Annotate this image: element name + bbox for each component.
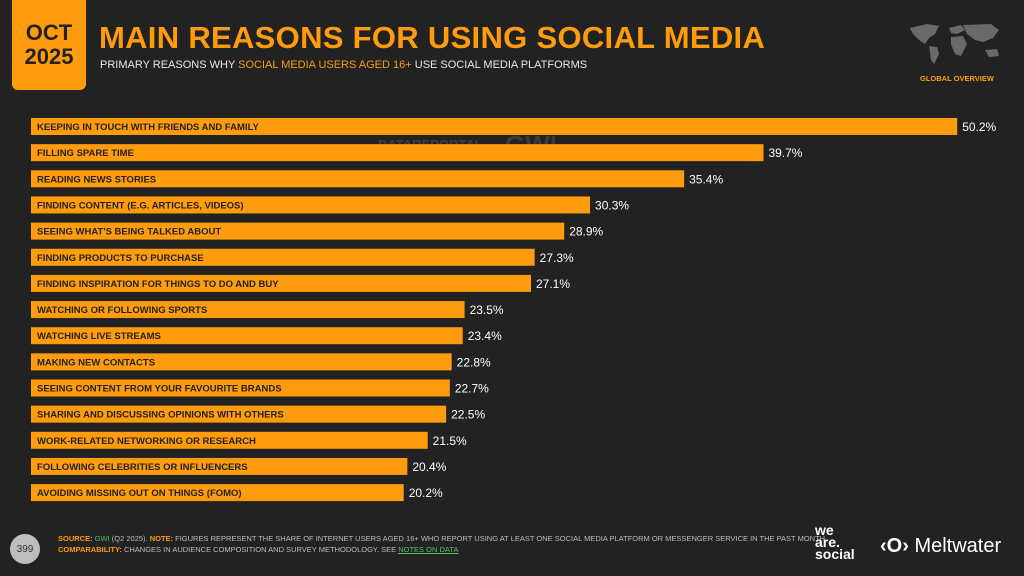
- meltwater-text: Meltwater: [914, 535, 1002, 557]
- bar: [31, 457, 408, 475]
- category-label: KEEPING IN TOUCH WITH FRIENDS AND FAMILY: [37, 122, 260, 133]
- value-label: 22.8%: [457, 355, 491, 369]
- bar: [31, 379, 450, 397]
- bar: [31, 248, 535, 266]
- category-label: WATCHING LIVE STREAMS: [37, 331, 161, 342]
- category-label: FINDING PRODUCTS TO PURCHASE: [37, 253, 204, 264]
- value-label: 20.2%: [409, 486, 443, 500]
- value-label: 28.9%: [569, 225, 603, 239]
- notes-on-data-link[interactable]: NOTES ON DATA: [398, 545, 459, 554]
- subtitle-highlight: SOCIAL MEDIA USERS AGED 16+: [238, 59, 412, 71]
- bar: [31, 170, 685, 188]
- category-label: READING NEWS STORIES: [37, 174, 156, 185]
- bar: [31, 353, 452, 371]
- value-label: 39.7%: [768, 146, 802, 160]
- value-label: 30.3%: [595, 198, 629, 212]
- category-label: WATCHING OR FOLLOWING SPORTS: [37, 305, 207, 316]
- value-label: 21.5%: [433, 434, 467, 448]
- value-label: 27.1%: [536, 277, 570, 291]
- source-name: GWI: [94, 534, 110, 543]
- category-label: MAKING NEW CONTACTS: [37, 357, 155, 368]
- subtitle-text: PRIMARY REASONS WHY: [100, 59, 239, 71]
- page-title: MAIN REASONS FOR USING SOCIAL MEDIA: [99, 20, 766, 55]
- bar: [31, 405, 447, 423]
- note-label: NOTE:: [149, 534, 174, 543]
- date-badge: OCT 2025: [12, 0, 86, 90]
- value-label: 23.5%: [470, 303, 504, 317]
- bar: [31, 222, 565, 240]
- category-label: SEEING WHAT'S BEING TALKED ABOUT: [37, 227, 221, 238]
- value-label: 35.4%: [689, 172, 723, 186]
- we-are-social-logo: we are. social: [815, 522, 855, 562]
- category-label: AVOIDING MISSING OUT ON THINGS (FOMO): [37, 488, 242, 499]
- footer-notes: SOURCE: GWI (Q2 2025). NOTE: FIGURES REP…: [58, 533, 827, 555]
- comparability-text: CHANGES IN AUDIENCE COMPOSITION AND SURV…: [121, 545, 399, 554]
- bar: [31, 484, 404, 502]
- category-label: FINDING CONTENT (E.G. ARTICLES, VIDEOS): [37, 200, 244, 211]
- region-label: GLOBAL OVERVIEW: [920, 74, 994, 83]
- subtitle-text-end: USE SOCIAL MEDIA PLATFORMS: [411, 59, 588, 71]
- date-year: 2025: [24, 44, 74, 69]
- category-label: SEEING CONTENT FROM YOUR FAVOURITE BRAND…: [37, 384, 282, 395]
- page-number: 399: [10, 534, 40, 564]
- date-month: OCT: [25, 20, 73, 45]
- bar: [31, 144, 764, 162]
- bar: [31, 431, 428, 449]
- bar: [31, 118, 958, 135]
- category-label: FINDING INSPIRATION FOR THINGS TO DO AND…: [37, 279, 279, 290]
- page-subtitle: PRIMARY REASONS WHY SOCIAL MEDIA USERS A…: [100, 59, 587, 71]
- source-label: SOURCE:: [58, 534, 93, 543]
- value-label: 23.4%: [468, 329, 502, 343]
- category-label: WORK-RELATED NETWORKING OR RESEARCH: [37, 436, 256, 447]
- category-label: SHARING AND DISCUSSING OPINIONS WITH OTH…: [37, 410, 284, 421]
- note-text: FIGURES REPRESENT THE SHARE OF INTERNET …: [173, 534, 828, 543]
- category-label: FILLING SPARE TIME: [37, 148, 134, 159]
- bar: [31, 301, 465, 319]
- category-label: FOLLOWING CELEBRITIES OR INFLUENCERS: [37, 462, 248, 473]
- bar: [31, 196, 591, 214]
- meltwater-logo: ‹O› Meltwater: [880, 535, 1001, 558]
- value-label: 20.4%: [412, 460, 446, 474]
- bar: [31, 274, 531, 292]
- world-map-icon: [910, 24, 999, 64]
- value-label: 22.5%: [451, 408, 485, 422]
- value-label: 50.2%: [962, 120, 996, 134]
- comparability-label: COMPARABILITY:: [58, 545, 122, 554]
- bar: [31, 327, 463, 345]
- source-detail: (Q2 2025).: [109, 534, 150, 543]
- value-label: 22.7%: [455, 382, 489, 396]
- value-label: 27.3%: [540, 251, 574, 265]
- meltwater-icon: ‹O›: [880, 535, 909, 557]
